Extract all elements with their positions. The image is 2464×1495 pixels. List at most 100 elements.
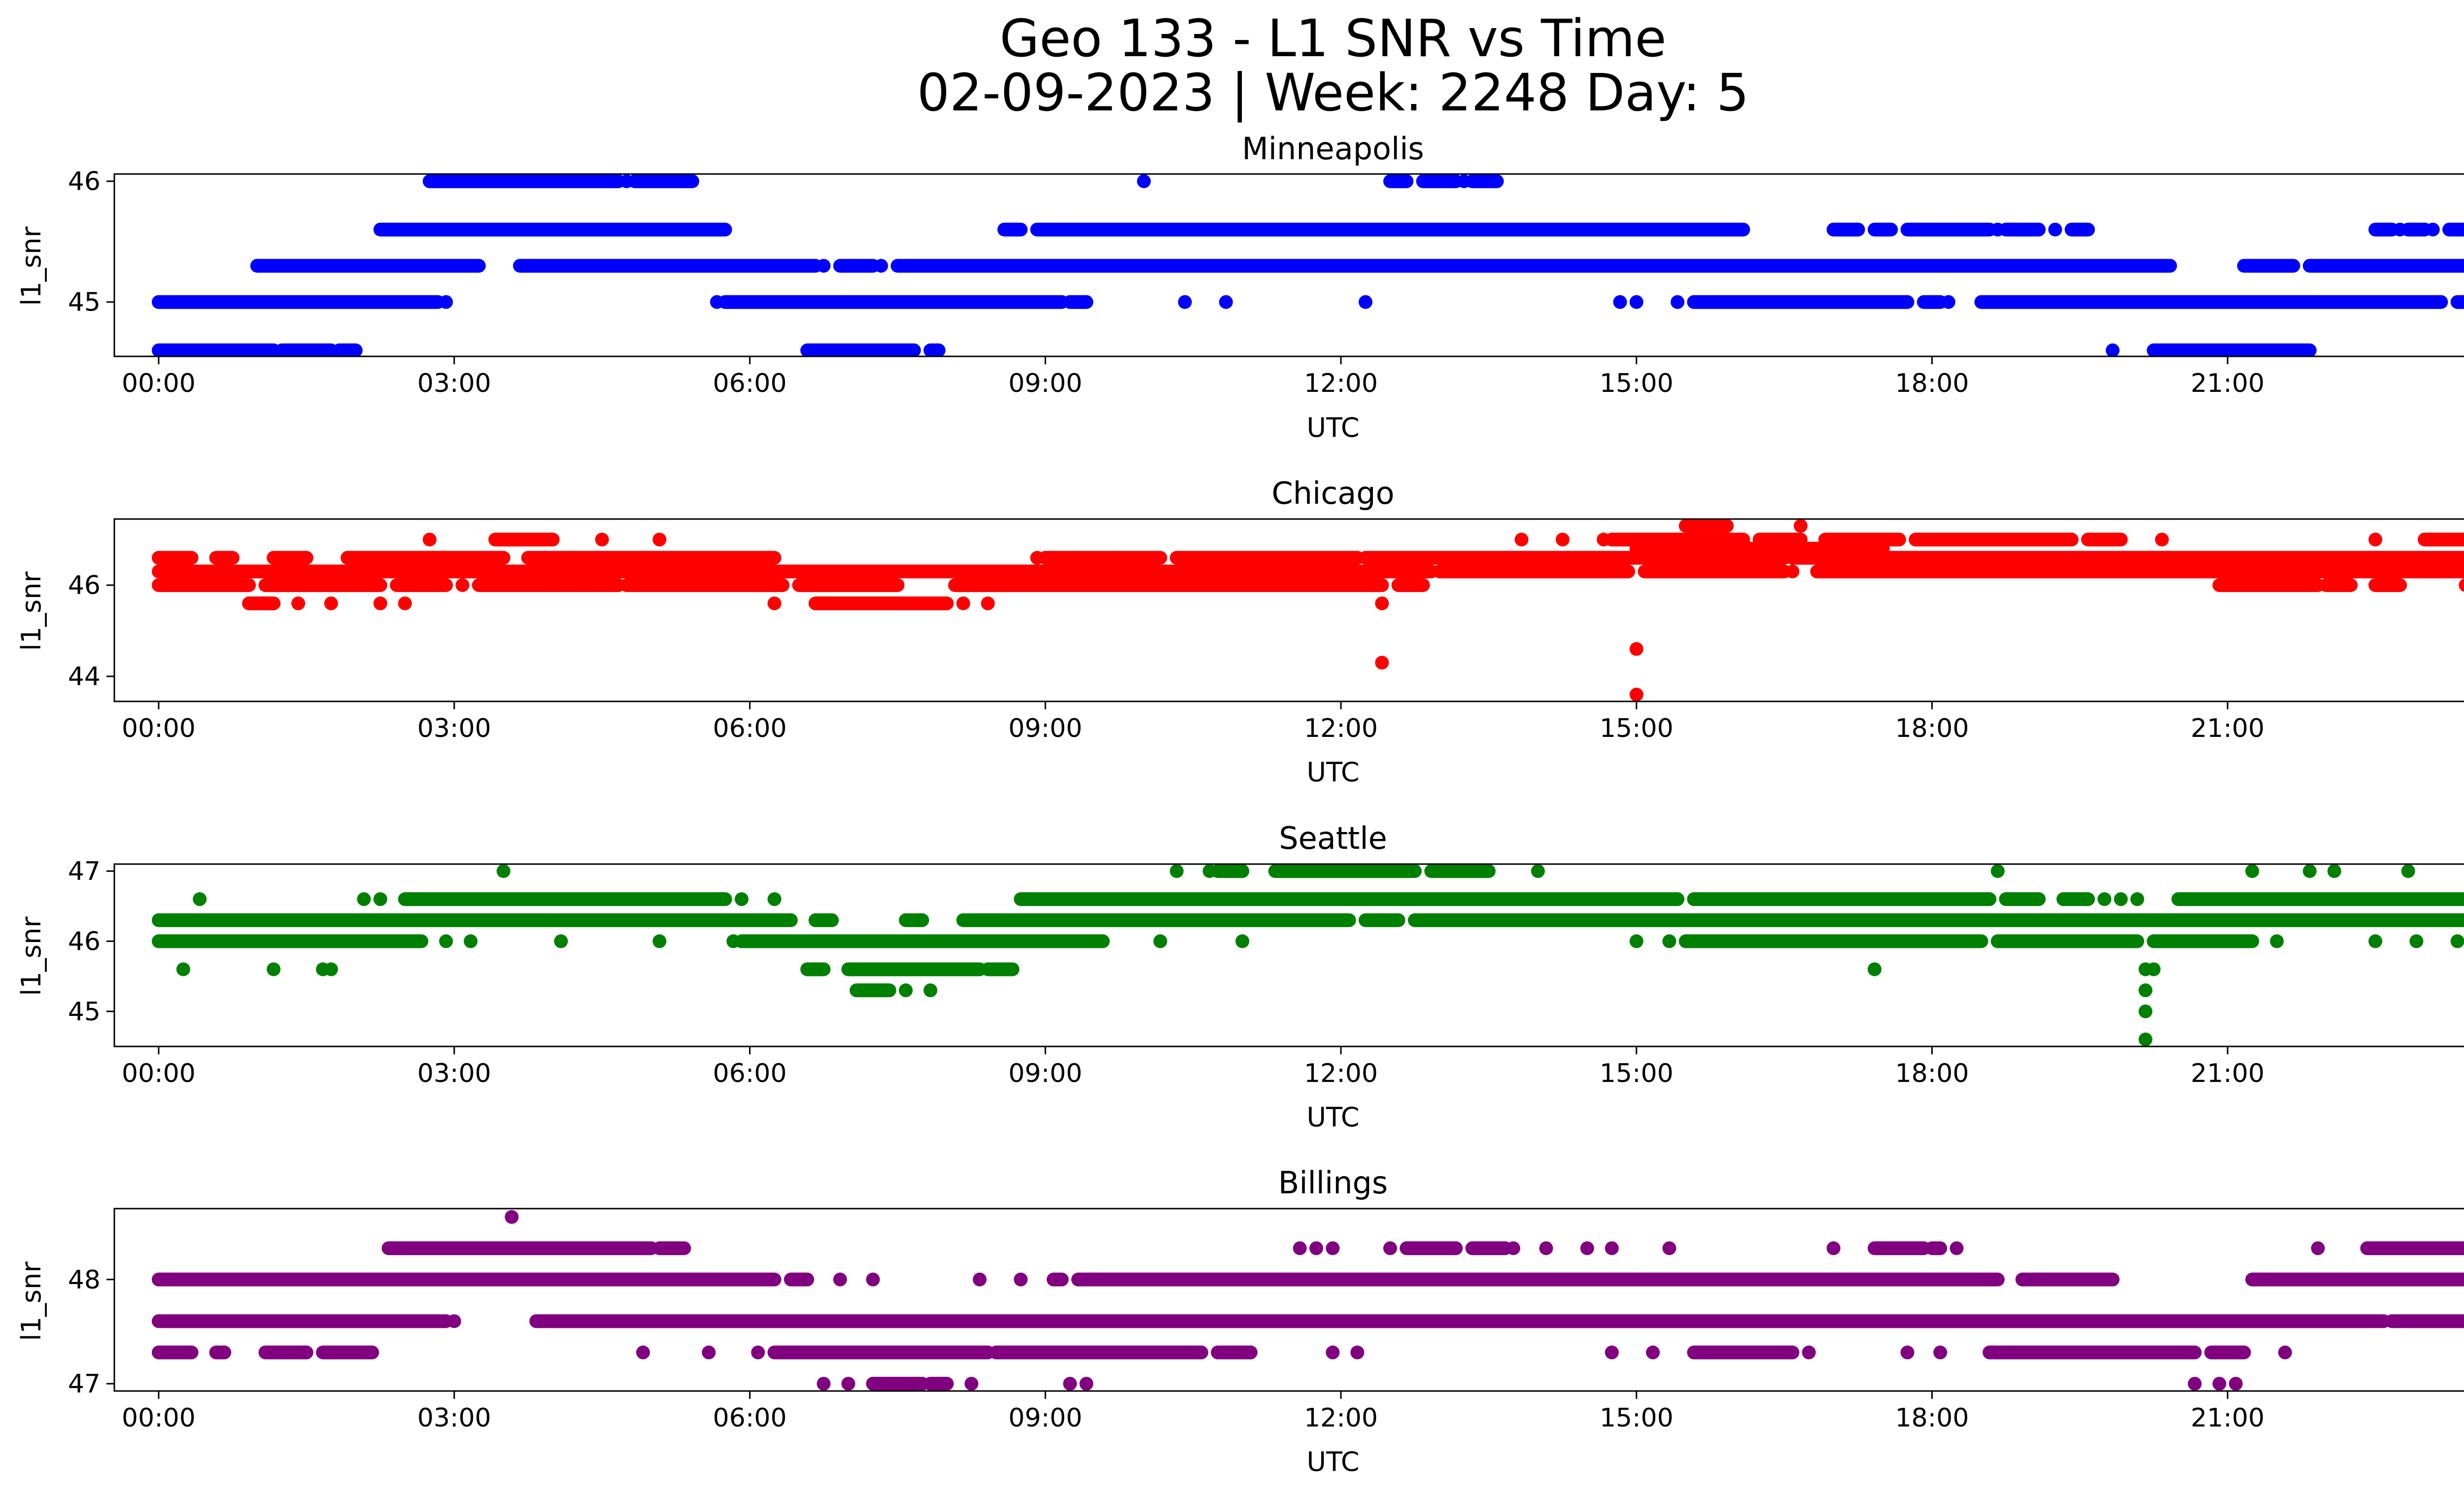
data-point: [546, 578, 560, 592]
data-point: [2368, 532, 2383, 547]
y-axis-label: l1_snr: [16, 1261, 47, 1341]
data-point: [1662, 1241, 1677, 1255]
data-point: [2426, 222, 2440, 237]
panel-billings: Billings UTC l1_snr 00:00 03:00 06:00 09:00…: [16, 1165, 2464, 1477]
y-tick-label: 45: [68, 997, 101, 1027]
data-point: [1900, 1345, 1915, 1359]
data-marks: [151, 174, 2464, 356]
data-point: [2368, 934, 2383, 948]
y-axis-label: l1_snr: [16, 226, 47, 306]
data-point: [1243, 1345, 1258, 1359]
data-point: [1235, 934, 1250, 948]
data-point: [923, 983, 937, 998]
data-point: [398, 596, 412, 611]
data-point: [2401, 864, 2415, 878]
data-point: [817, 259, 831, 273]
data-point: [1326, 1345, 1340, 1359]
data-point: [324, 962, 338, 976]
x-tick-label: 06:00: [713, 369, 787, 398]
data-point: [193, 892, 207, 906]
x-tick-label: 21:00: [2190, 1059, 2264, 1088]
data-point: [447, 1314, 461, 1328]
x-tick-label: 03:00: [417, 369, 491, 398]
data-point: [1531, 864, 1545, 878]
x-tick-label: 00:00: [122, 714, 196, 743]
data-point: [1030, 551, 1044, 565]
y-tick-label: 45: [68, 288, 101, 317]
panel-seattle: Seattle UTC l1_snr 00:00 03:00 06:00 09:00 1…: [16, 820, 2464, 1133]
data-point: [1014, 1272, 1028, 1286]
x-tick-label: 18:00: [1895, 369, 1969, 398]
data-point: [1990, 864, 2005, 878]
data-point: [464, 934, 478, 948]
x-tick-label: 12:00: [1304, 1059, 1378, 1088]
data-marks: [151, 519, 2464, 701]
data-point: [1457, 174, 1471, 188]
data-point: [833, 1272, 847, 1286]
x-axis-label: UTC: [1306, 1446, 1359, 1477]
data-point: [710, 295, 724, 309]
data-point: [1326, 1241, 1340, 1255]
data-point: [1629, 688, 1643, 701]
x-tick-label: 12:00: [1304, 1403, 1378, 1433]
data-marks: [151, 864, 2464, 1046]
x-tick-label: 09:00: [1008, 1403, 1082, 1433]
data-point: [866, 1272, 880, 1286]
data-point: [595, 532, 609, 547]
panel-minneapolis: Minneapolis UTC l1_snr 00:00 03:00 06:00 09…: [16, 131, 2464, 443]
data-point: [1169, 864, 1184, 878]
data-point: [2409, 934, 2424, 948]
data-point: [2138, 983, 2153, 998]
data-point: [817, 1377, 831, 1391]
data-point: [1178, 295, 1192, 309]
data-marks: [151, 1210, 2464, 1391]
x-tick-label: 18:00: [1895, 1403, 1969, 1433]
x-tick-label: 06:00: [713, 1059, 787, 1088]
data-point: [373, 596, 387, 611]
data-point: [1990, 222, 2005, 237]
data-point: [956, 596, 970, 611]
panel-chicago: Chicago UTC l1_snr 00:00 03:00 06:00 09:00 1…: [16, 475, 2464, 788]
y-tick-label: 48: [68, 1265, 101, 1295]
x-tick-label: 21:00: [2190, 1403, 2264, 1433]
data-point: [619, 174, 634, 188]
data-point: [1079, 1377, 1094, 1391]
data-point: [1826, 1241, 1841, 1255]
data-point: [1605, 1345, 1619, 1359]
data-point: [373, 892, 387, 906]
data-point: [439, 934, 453, 948]
data-point: [2311, 1241, 2325, 1255]
data-point: [1793, 519, 1808, 533]
axes-frame: [113, 173, 2464, 357]
data-point: [1063, 1377, 1077, 1391]
data-point: [1506, 1241, 1520, 1255]
y-axis-label: l1_snr: [16, 571, 47, 651]
data-point: [2155, 532, 2169, 547]
data-point: [636, 1345, 650, 1359]
y-tick-label: 46: [68, 167, 101, 197]
data-point: [455, 578, 470, 592]
data-point: [2097, 892, 2112, 906]
data-point: [1358, 295, 1372, 309]
data-point: [652, 532, 667, 547]
data-point: [2393, 222, 2407, 237]
panel-title: Minneapolis: [1242, 131, 1424, 167]
data-point: [2138, 1004, 2153, 1018]
x-tick-label: 15:00: [1600, 714, 1674, 743]
data-point: [1629, 934, 1643, 948]
data-point: [1629, 642, 1643, 656]
x-tick-label: 18:00: [1895, 1059, 1969, 1088]
data-point: [841, 1377, 856, 1391]
data-point: [2270, 934, 2284, 948]
data-point: [1933, 1345, 1948, 1359]
data-point: [537, 913, 551, 927]
axes-frame: [113, 518, 2464, 702]
data-point: [2278, 1345, 2292, 1359]
x-tick-label: 12:00: [1304, 714, 1378, 743]
x-tick-label: 09:00: [1008, 714, 1082, 743]
x-tick-label: 03:00: [417, 1059, 491, 1088]
data-point: [1153, 934, 1167, 948]
data-point: [496, 864, 511, 878]
data-point: [1293, 1241, 1307, 1255]
